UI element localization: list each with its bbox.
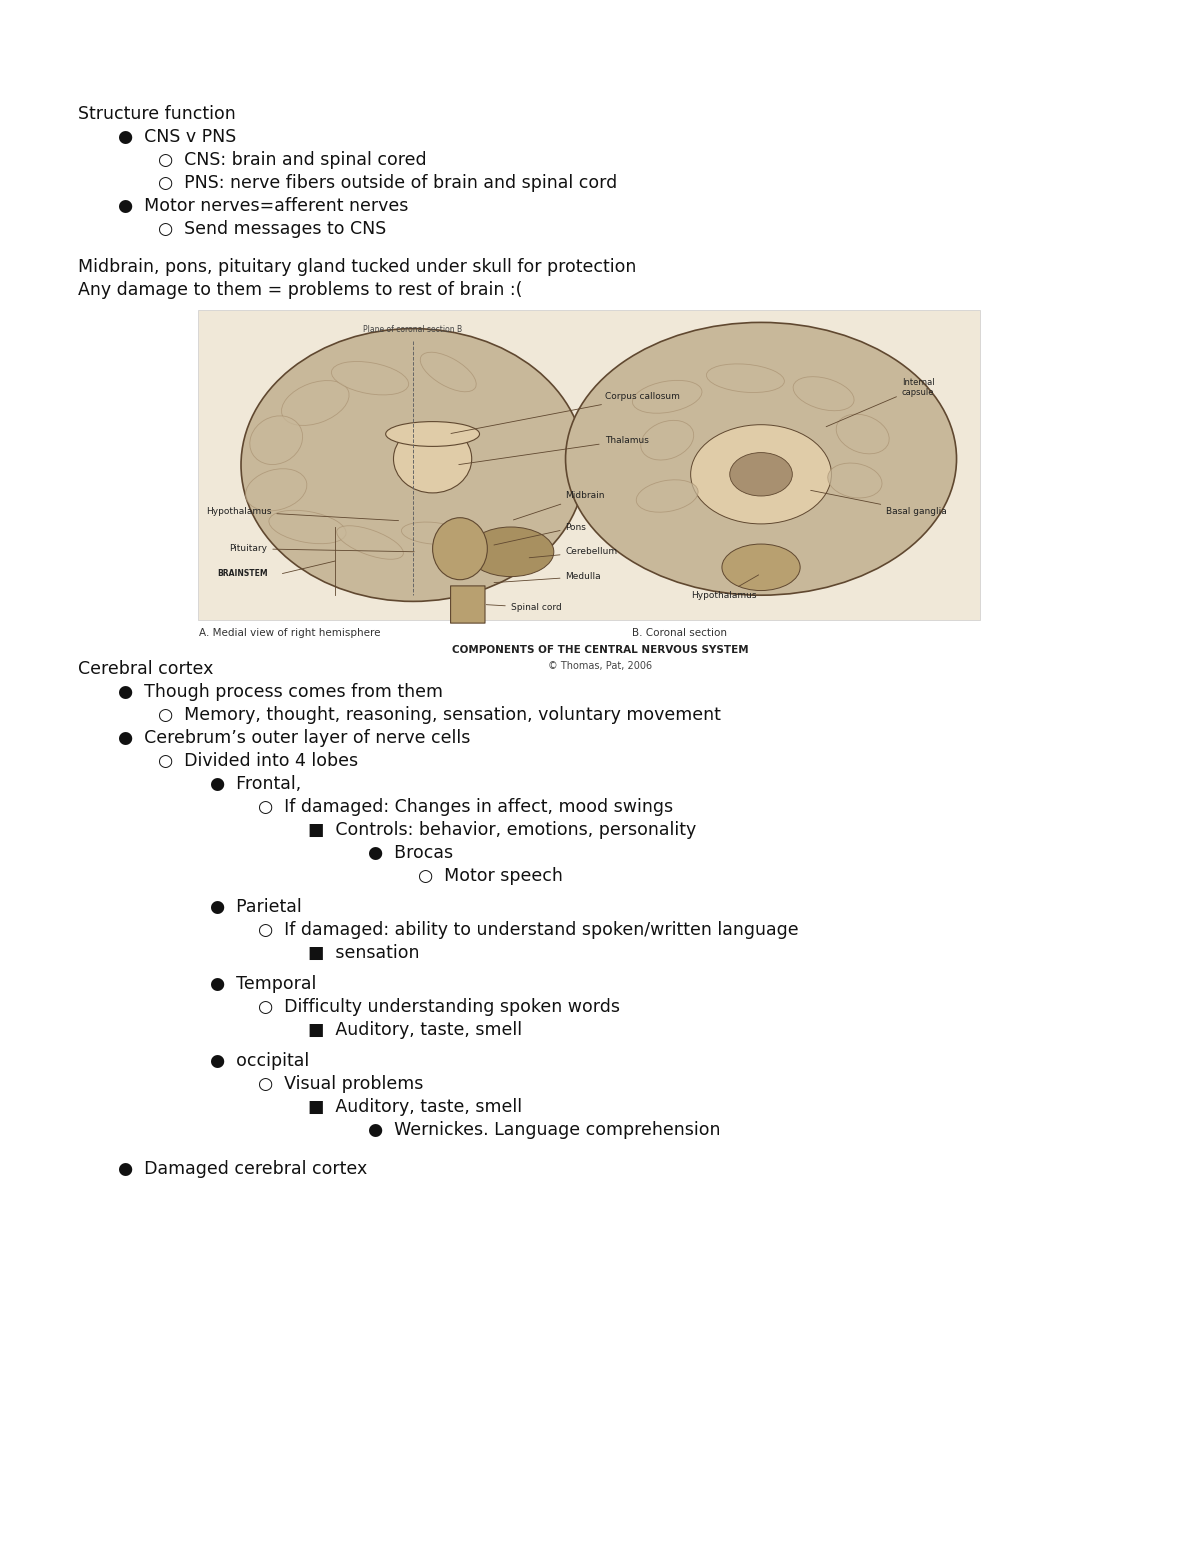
Ellipse shape <box>433 517 487 579</box>
Ellipse shape <box>402 522 463 545</box>
Text: Medulla: Medulla <box>494 572 601 582</box>
Ellipse shape <box>269 511 346 544</box>
Ellipse shape <box>707 363 785 393</box>
Ellipse shape <box>828 463 882 499</box>
Ellipse shape <box>282 380 349 426</box>
Ellipse shape <box>722 544 800 590</box>
Ellipse shape <box>241 329 586 601</box>
Text: ■  Controls: behavior, emotions, personality: ■ Controls: behavior, emotions, personal… <box>308 822 696 839</box>
Text: Any damage to them = problems to rest of brain :(: Any damage to them = problems to rest of… <box>78 281 522 300</box>
FancyBboxPatch shape <box>198 311 980 620</box>
Text: Cerebellum: Cerebellum <box>529 547 618 558</box>
Ellipse shape <box>565 323 956 595</box>
Text: ○  Divided into 4 lobes: ○ Divided into 4 lobes <box>158 752 358 770</box>
Text: ○  PNS: nerve fibers outside of brain and spinal cord: ○ PNS: nerve fibers outside of brain and… <box>158 174 617 193</box>
Text: COMPONENTS OF THE CENTRAL NERVOUS SYSTEM: COMPONENTS OF THE CENTRAL NERVOUS SYSTEM <box>451 644 749 655</box>
Text: Pituitary: Pituitary <box>229 544 414 553</box>
Text: ●  Motor nerves=afferent nerves: ● Motor nerves=afferent nerves <box>118 197 408 214</box>
Text: ●  Brocas: ● Brocas <box>368 843 454 862</box>
Text: ●  Damaged cerebral cortex: ● Damaged cerebral cortex <box>118 1160 367 1179</box>
Ellipse shape <box>385 421 480 446</box>
Text: Hypothalamus: Hypothalamus <box>691 575 758 599</box>
Text: Basal ganglia: Basal ganglia <box>811 491 947 516</box>
Text: Plane of coronal section B: Plane of coronal section B <box>364 326 463 334</box>
Text: ●  Temporal: ● Temporal <box>210 975 317 992</box>
Text: BRAINSTEM: BRAINSTEM <box>217 568 268 578</box>
Ellipse shape <box>250 416 302 464</box>
Text: ●  CNS v PNS: ● CNS v PNS <box>118 127 236 146</box>
Text: ○  If damaged: Changes in affect, mood swings: ○ If damaged: Changes in affect, mood sw… <box>258 798 673 815</box>
Text: A. Medial view of right hemisphere: A. Medial view of right hemisphere <box>199 627 380 638</box>
Ellipse shape <box>836 415 889 453</box>
Text: Cerebral cortex: Cerebral cortex <box>78 660 214 679</box>
Text: © Thomas, Pat, 2006: © Thomas, Pat, 2006 <box>548 662 652 671</box>
Text: ○  Visual problems: ○ Visual problems <box>258 1075 424 1093</box>
Text: Pons: Pons <box>494 522 587 545</box>
Ellipse shape <box>793 377 854 410</box>
Text: Structure function: Structure function <box>78 106 235 123</box>
Ellipse shape <box>331 362 409 394</box>
Text: ●  Cerebrum’s outer layer of nerve cells: ● Cerebrum’s outer layer of nerve cells <box>118 728 470 747</box>
Text: ○  Send messages to CNS: ○ Send messages to CNS <box>158 221 386 238</box>
Text: Internal
capsule: Internal capsule <box>826 377 935 427</box>
Text: Midbrain, pons, pituitary gland tucked under skull for protection: Midbrain, pons, pituitary gland tucked u… <box>78 258 636 276</box>
Text: ●  Though process comes from them: ● Though process comes from them <box>118 683 443 700</box>
Text: ●  Wernickes. Language comprehension: ● Wernickes. Language comprehension <box>368 1121 720 1138</box>
Text: B. Coronal section: B. Coronal section <box>632 627 727 638</box>
Text: Thalamus: Thalamus <box>458 436 648 464</box>
Ellipse shape <box>641 421 694 460</box>
Text: ○  If damaged: ability to understand spoken/written language: ○ If damaged: ability to understand spok… <box>258 921 799 940</box>
Text: Midbrain: Midbrain <box>514 491 605 520</box>
Ellipse shape <box>420 353 476 391</box>
Text: ○  CNS: brain and spinal cored: ○ CNS: brain and spinal cored <box>158 151 427 169</box>
Text: ○  Memory, thought, reasoning, sensation, voluntary movement: ○ Memory, thought, reasoning, sensation,… <box>158 707 721 724</box>
Text: Hypothalamus: Hypothalamus <box>206 506 398 520</box>
Text: Corpus callosum: Corpus callosum <box>451 393 679 433</box>
Text: ■  Auditory, taste, smell: ■ Auditory, taste, smell <box>308 1098 522 1117</box>
Ellipse shape <box>394 424 472 492</box>
Ellipse shape <box>632 380 702 413</box>
Text: ●  Parietal: ● Parietal <box>210 898 301 916</box>
Ellipse shape <box>636 480 698 512</box>
Text: ●  Frontal,: ● Frontal, <box>210 775 301 794</box>
Text: ■  sensation: ■ sensation <box>308 944 420 961</box>
Ellipse shape <box>468 526 554 576</box>
Ellipse shape <box>691 424 832 523</box>
Text: ●  occipital: ● occipital <box>210 1051 310 1070</box>
FancyBboxPatch shape <box>450 585 485 623</box>
Text: ■  Auditory, taste, smell: ■ Auditory, taste, smell <box>308 1020 522 1039</box>
Text: ○  Motor speech: ○ Motor speech <box>418 867 563 885</box>
Ellipse shape <box>246 469 307 511</box>
Text: Spinal cord: Spinal cord <box>486 603 562 612</box>
Ellipse shape <box>730 452 792 495</box>
Ellipse shape <box>337 526 403 559</box>
Text: ○  Difficulty understanding spoken words: ○ Difficulty understanding spoken words <box>258 999 620 1016</box>
